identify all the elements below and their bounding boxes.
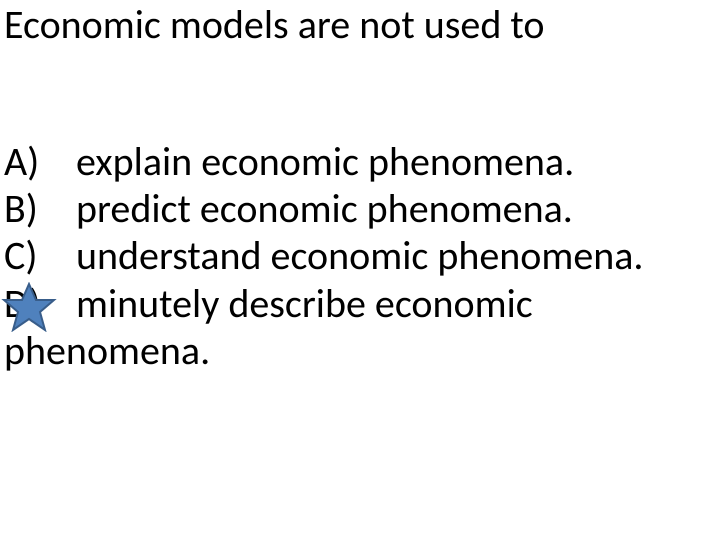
option-c-label: C) xyxy=(4,232,76,279)
answer-list: A)explain economic phenomena. B)predict … xyxy=(4,138,644,374)
option-b-text: predict economic phenomena. xyxy=(76,184,573,233)
option-d: D)minutely describe economic xyxy=(4,280,644,327)
option-b: B)predict economic phenomena. xyxy=(4,185,644,232)
option-c-text: understand economic phenomena. xyxy=(76,231,644,280)
option-d-text-line1: minutely describe economic xyxy=(76,279,533,328)
option-a: A)explain economic phenomena. xyxy=(4,138,644,185)
option-b-label: B) xyxy=(4,185,76,232)
slide: Economic models are not used to A)explai… xyxy=(0,0,720,540)
option-a-text: explain economic phenomena. xyxy=(76,137,574,186)
star-icon xyxy=(0,282,58,332)
option-a-label: A) xyxy=(4,138,76,185)
star-shape xyxy=(4,284,54,330)
option-d-continuation: phenomena. xyxy=(4,327,644,374)
option-c: C)understand economic phenomena. xyxy=(4,232,644,279)
question-text: Economic models are not used to xyxy=(4,2,545,48)
